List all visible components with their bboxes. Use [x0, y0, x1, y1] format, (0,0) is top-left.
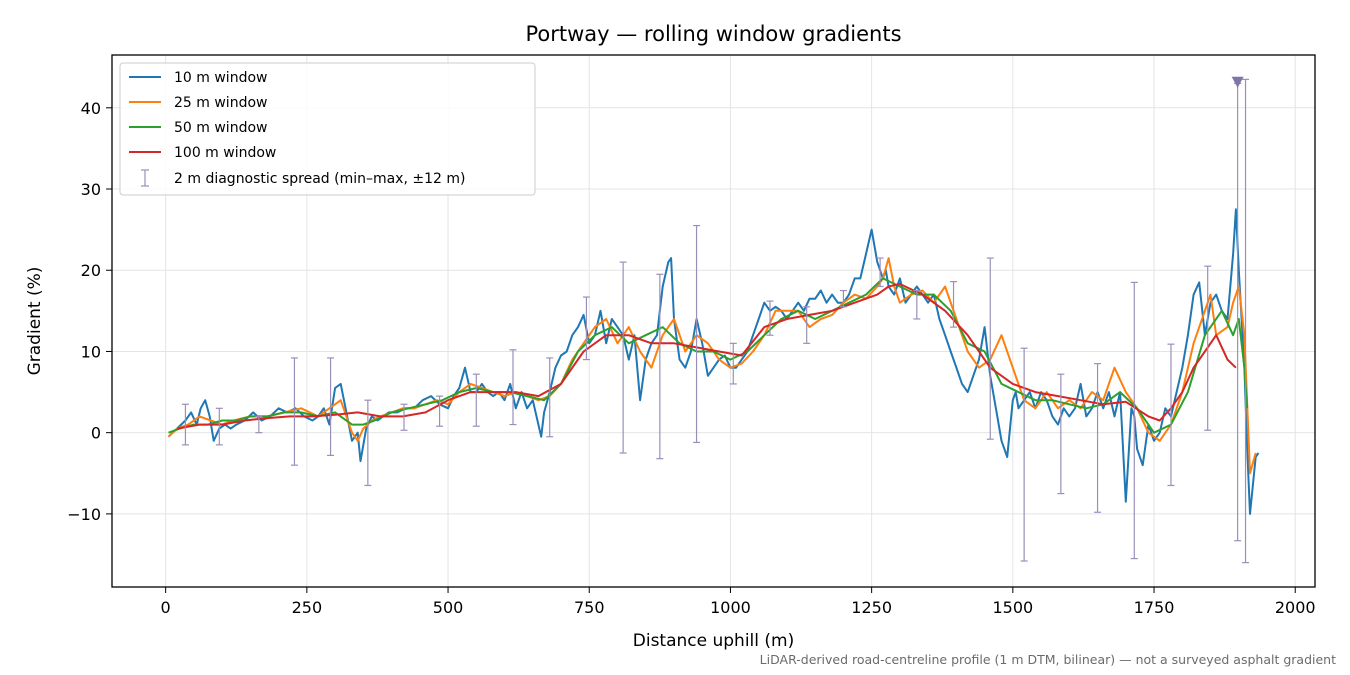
- spread-errorbar: [766, 300, 774, 336]
- chart-title: Portway — rolling window gradients: [525, 22, 901, 46]
- spread-errorbar: [215, 407, 223, 446]
- spread-errorbar: [400, 403, 408, 431]
- spread-errorbar: [290, 357, 298, 466]
- spread-errorbar: [1020, 347, 1028, 562]
- spread-errorbar: [729, 342, 737, 385]
- legend-box: [119, 62, 536, 196]
- footnote: LiDAR-derived road-centreline profile (1…: [760, 652, 1336, 667]
- spread-errorbar: [509, 349, 517, 426]
- x-tick-label: 2000: [1275, 598, 1316, 617]
- spread-errorbar: [582, 296, 590, 361]
- x-tick-label: 750: [574, 598, 605, 617]
- legend-label: 25 m window: [174, 95, 267, 111]
- spread-errorbar: [693, 224, 701, 444]
- legend: 10 m window 25 m window 50 m window 100 m w…: [119, 62, 536, 196]
- peak-marker: [1231, 76, 1244, 88]
- spread-errorbar: [913, 289, 921, 320]
- spread-errorbar: [1204, 265, 1212, 431]
- spread-errorbar: [619, 261, 627, 454]
- spread-errorbar: [546, 357, 554, 438]
- spread-errorbar: [436, 395, 444, 427]
- spread-errorbar: [950, 281, 958, 328]
- spread-errorbar: [181, 403, 189, 446]
- spread-errorbar: [327, 357, 335, 457]
- spread-errorbar: [876, 257, 884, 288]
- legend-label: 100 m window: [174, 145, 276, 161]
- legend-label: 10 m window: [174, 70, 267, 86]
- spread-errorbar: [364, 399, 372, 487]
- y-tick-label: 10: [81, 342, 101, 361]
- spread-errorbar: [1242, 78, 1250, 564]
- spread-errorbar: [986, 257, 994, 440]
- spread-errorbar: [839, 289, 847, 308]
- y-tick-label: 40: [81, 99, 101, 118]
- x-tick-label: 250: [292, 598, 323, 617]
- x-tick-label: 1750: [1134, 598, 1175, 617]
- spread-errorbar: [803, 306, 811, 344]
- legend-label: 50 m window: [174, 120, 267, 136]
- y-axis-label: Gradient (%): [25, 267, 45, 376]
- x-tick-label: 1250: [851, 598, 892, 617]
- x-tick-label: 0: [161, 598, 171, 617]
- x-axis-label: Distance uphill (m): [633, 631, 794, 651]
- x-tick-label: 1500: [992, 598, 1033, 617]
- series-line: [176, 283, 1237, 430]
- y-tick-label: 30: [81, 180, 101, 199]
- plot-area: [167, 76, 1260, 564]
- spread-errorbar: [1057, 373, 1065, 495]
- axis-ticks: 0 250 500 750 1000 1250 1500 1750 2000 −10 0 10 20 30…: [67, 99, 1315, 617]
- series-line: [167, 208, 1260, 515]
- series-layer: [167, 208, 1260, 515]
- legend-label: 2 m diagnostic spread (min–max, ±12 m): [174, 171, 465, 187]
- x-tick-label: 500: [433, 598, 464, 617]
- spread-errorbar: [255, 415, 263, 434]
- y-tick-label: 20: [81, 261, 101, 280]
- y-tick-label: −10: [67, 505, 101, 524]
- grid: [112, 55, 1315, 587]
- x-tick-label: 1000: [710, 598, 751, 617]
- spread-errorbar: [1130, 281, 1138, 560]
- plot-frame: [111, 54, 1316, 588]
- spread-errorbar: [1234, 82, 1242, 542]
- spread-errorbar: [472, 373, 480, 427]
- series-line: [167, 257, 1257, 475]
- spread-layer: [181, 76, 1250, 564]
- spread-errorbar: [656, 273, 664, 460]
- spread-errorbar: [1094, 363, 1102, 513]
- spread-errorbar: [1167, 343, 1175, 487]
- y-tick-label: 0: [91, 424, 101, 443]
